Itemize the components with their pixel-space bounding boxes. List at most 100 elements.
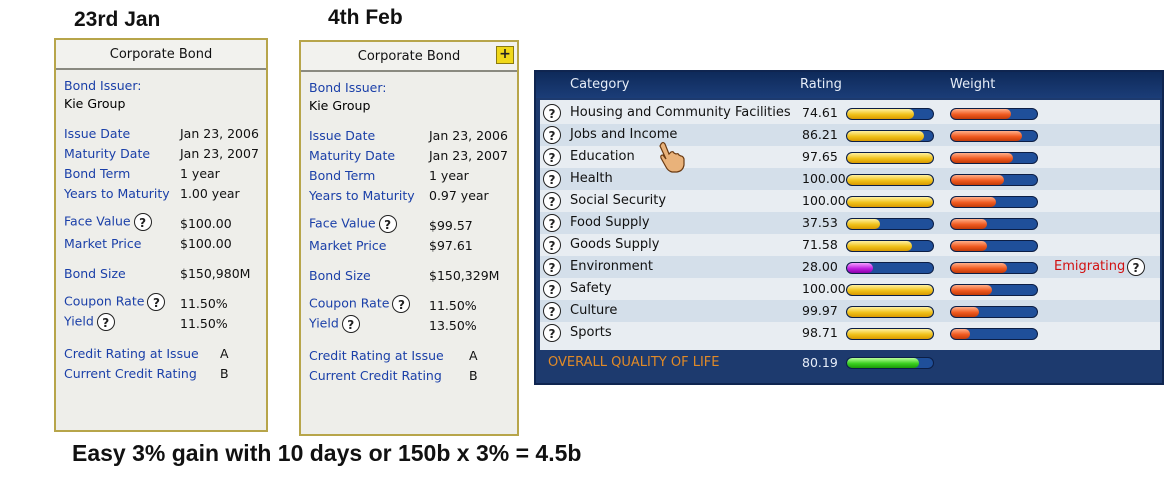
- quality-row[interactable]: ? Housing and Community Facilities 74.61: [540, 102, 1160, 124]
- market-price-label: Market Price: [309, 238, 387, 253]
- yield-text: Yield: [309, 315, 339, 331]
- quality-row[interactable]: ? Jobs and Income 86.21: [540, 124, 1160, 146]
- category-label: Sports: [570, 325, 612, 340]
- rating-value: 100.00: [802, 281, 846, 296]
- quality-header: Category Rating Weight: [536, 72, 1162, 98]
- rating-bar: [846, 240, 934, 252]
- category-label: Safety: [570, 281, 612, 296]
- rating-bar: [846, 284, 934, 296]
- rating-bar-fill: [847, 307, 933, 317]
- weight-bar: [950, 174, 1038, 186]
- rating-bar-fill: [847, 197, 933, 207]
- weight-bar-fill: [951, 219, 988, 229]
- category-label: Housing and Community Facilities: [570, 105, 791, 120]
- credit-issue-value: A: [469, 348, 478, 363]
- market-price-label: Market Price: [64, 236, 142, 251]
- category-label: Goods Supply: [570, 237, 660, 252]
- help-icon[interactable]: ?: [133, 213, 152, 231]
- quality-row[interactable]: ? Education 97.65: [540, 146, 1160, 168]
- weight-bar: [950, 196, 1038, 208]
- category-label: Jobs and Income: [570, 127, 678, 142]
- help-icon[interactable]: ?: [543, 214, 561, 232]
- help-icon[interactable]: ?: [96, 313, 115, 331]
- help-icon[interactable]: ?: [543, 280, 561, 298]
- bond-panel-title: Corporate Bond: [56, 40, 266, 70]
- rating-bar-fill: [847, 285, 933, 295]
- help-icon[interactable]: ?: [543, 148, 561, 166]
- weight-bar-fill: [951, 307, 979, 317]
- help-icon[interactable]: ?: [543, 302, 561, 320]
- weight-bar: [950, 130, 1038, 142]
- rating-bar: [846, 328, 934, 340]
- help-icon[interactable]: ?: [543, 324, 561, 342]
- help-icon[interactable]: ?: [543, 192, 561, 210]
- quality-row[interactable]: ? Goods Supply 71.58: [540, 234, 1160, 256]
- help-icon[interactable]: ?: [543, 236, 561, 254]
- issuer-label: Bond Issuer:: [64, 78, 142, 93]
- category-label: Environment: [570, 259, 654, 274]
- ytm-label: Years to Maturity: [64, 186, 170, 201]
- bond-size-label: Bond Size: [309, 268, 371, 283]
- yield-value: 11.50%: [180, 316, 228, 331]
- issue-date-value: Jan 23, 2006: [429, 128, 508, 143]
- quality-row[interactable]: ? Sports 98.71: [540, 322, 1160, 344]
- issue-date-label: Issue Date: [309, 128, 376, 143]
- help-icon[interactable]: ?: [543, 258, 561, 276]
- category-label: Education: [570, 149, 635, 164]
- rating-value: 74.61: [802, 105, 838, 120]
- quality-row[interactable]: ? Culture 99.97: [540, 300, 1160, 322]
- rating-bar: [846, 196, 934, 208]
- help-icon[interactable]: ?: [543, 170, 561, 188]
- category-label: Culture: [570, 303, 618, 318]
- credit-current-label: Current Credit Rating: [309, 368, 442, 383]
- bond-panel-right: Corporate Bond + Bond Issuer: Kie Group …: [299, 40, 519, 436]
- quality-row[interactable]: ? Health 100.00: [540, 168, 1160, 190]
- header-rating[interactable]: Rating: [800, 77, 842, 92]
- weight-bar: [950, 218, 1038, 230]
- help-icon[interactable]: ?: [392, 295, 411, 313]
- add-button[interactable]: +: [496, 46, 514, 64]
- weight-bar-fill: [951, 153, 1013, 163]
- help-icon[interactable]: ?: [341, 315, 360, 333]
- credit-issue-label: Credit Rating at Issue: [309, 348, 444, 363]
- weight-bar: [950, 240, 1038, 252]
- caption-text: Easy 3% gain with 10 days or 150b x 3% =…: [72, 440, 582, 466]
- overall-quality-row: OVERALL QUALITY OF LIFE 80.19: [540, 351, 1160, 375]
- rating-value: 86.21: [802, 127, 838, 142]
- rating-bar: [846, 218, 934, 230]
- help-icon[interactable]: ?: [543, 104, 561, 122]
- rating-bar: [846, 174, 934, 186]
- weight-bar: [950, 108, 1038, 120]
- overall-rating-bar: [846, 357, 934, 369]
- help-icon[interactable]: ?: [378, 215, 397, 233]
- market-price-value: $97.61: [429, 238, 473, 253]
- face-value: $99.57: [429, 218, 473, 233]
- category-label: Health: [570, 171, 613, 186]
- face-value-text: Face Value: [64, 213, 131, 229]
- rating-value: 100.00: [802, 171, 846, 186]
- quality-rows: ? Housing and Community Facilities 74.61? J…: [540, 100, 1160, 350]
- rating-bar-fill: [847, 329, 933, 339]
- help-icon[interactable]: ?: [1127, 258, 1145, 276]
- rating-value: 37.53: [802, 215, 838, 230]
- weight-bar: [950, 152, 1038, 164]
- help-icon[interactable]: ?: [147, 293, 166, 311]
- quality-row[interactable]: ? Safety 100.00: [540, 278, 1160, 300]
- overall-quality-label: OVERALL QUALITY OF LIFE: [548, 355, 720, 370]
- category-label: Social Security: [570, 193, 667, 208]
- weight-bar-fill: [951, 197, 996, 207]
- face-value-label: Face Value?: [64, 213, 152, 231]
- quality-of-life-panel: Category Rating Weight ? Housing and Comm…: [534, 70, 1164, 385]
- quality-row[interactable]: ? Social Security 100.00: [540, 190, 1160, 212]
- category-label: Food Supply: [570, 215, 650, 230]
- hand-cursor-icon: [659, 141, 685, 173]
- rating-bar-fill: [847, 241, 912, 251]
- header-category[interactable]: Category: [570, 77, 630, 92]
- help-icon[interactable]: ?: [543, 126, 561, 144]
- header-weight[interactable]: Weight: [950, 77, 996, 92]
- overall-quality-rating: 80.19: [802, 355, 838, 370]
- market-price-value: $100.00: [180, 236, 232, 251]
- weight-bar: [950, 328, 1038, 340]
- quality-row[interactable]: ? Food Supply 37.53: [540, 212, 1160, 234]
- quality-row[interactable]: ? Environment 28.00 Emigrating?: [540, 256, 1160, 278]
